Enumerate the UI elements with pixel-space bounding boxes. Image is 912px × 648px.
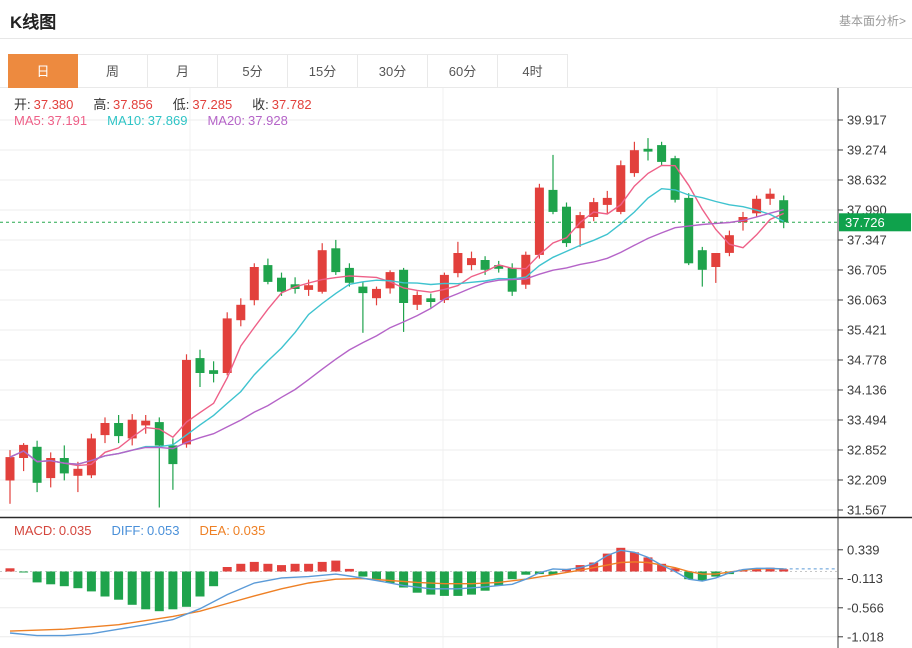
legend-dea-label: DEA: xyxy=(199,523,230,538)
legend-item-open: 开: 37.380 xyxy=(14,97,73,112)
price-axis: 39.91739.27438.63237.99037.34736.70536.0… xyxy=(837,88,887,648)
legend-open-label: 开: xyxy=(14,97,31,112)
svg-text:34.136: 34.136 xyxy=(847,383,887,398)
legend-diff-value: 0.053 xyxy=(146,523,180,538)
ma-legend: MA5: 37.191 MA10: 37.869 MA20: 37.928 xyxy=(14,113,308,128)
legend-item-high: 高: 37.856 xyxy=(93,97,152,112)
legend-item-macd: MACD: 0.035 xyxy=(14,523,91,538)
svg-text:31.567: 31.567 xyxy=(847,503,887,518)
tab-interval-4[interactable]: 15分 xyxy=(288,54,358,88)
legend-ma20-label: MA20: xyxy=(207,113,246,128)
header-divider xyxy=(0,38,912,39)
svg-text:35.421: 35.421 xyxy=(847,323,887,338)
tab-interval-7[interactable]: 4时 xyxy=(498,54,568,88)
legend-macd-label: MACD: xyxy=(14,523,56,538)
legend-ma20-value: 37.928 xyxy=(248,113,288,128)
diff-line xyxy=(9,549,784,637)
legend-high-value: 37.856 xyxy=(113,97,153,112)
macd-histogram xyxy=(5,547,789,612)
ma5-line xyxy=(9,164,784,467)
tab-interval-0[interactable]: 日 xyxy=(8,54,78,88)
svg-text:37.347: 37.347 xyxy=(847,233,887,248)
svg-text:37.726: 37.726 xyxy=(845,215,885,230)
svg-text:33.494: 33.494 xyxy=(847,413,887,428)
legend-item-ma10: MA10: 37.869 xyxy=(107,113,187,128)
dea-line xyxy=(9,561,784,632)
legend-diff-label: DIFF: xyxy=(111,523,144,538)
fundamental-analysis-link[interactable]: 基本面分析> xyxy=(838,14,906,28)
legend-item-dea: DEA: 0.035 xyxy=(199,523,265,538)
legend-ma5-value: 37.191 xyxy=(47,113,88,128)
legend-item-diff: DIFF: 0.053 xyxy=(111,523,179,538)
legend-ma10-value: 37.869 xyxy=(147,113,188,128)
svg-text:36.705: 36.705 xyxy=(847,263,887,278)
ohlc-legend: 开: 37.380 高: 37.856 低: 37.285 收: 37.782 xyxy=(14,94,332,113)
svg-text:39.917: 39.917 xyxy=(847,113,887,128)
svg-text:38.632: 38.632 xyxy=(847,173,887,188)
gridlines xyxy=(0,88,838,648)
svg-text:-0.113: -0.113 xyxy=(847,571,883,586)
current-price-badge: 37.726 xyxy=(839,213,911,232)
legend-high-label: 高: xyxy=(93,97,111,112)
svg-text:39.274: 39.274 xyxy=(847,143,887,158)
legend-open-value: 37.380 xyxy=(33,97,74,112)
kline-chart[interactable]: 39.91739.27438.63237.99037.34736.70536.0… xyxy=(0,88,912,648)
tab-interval-5[interactable]: 30分 xyxy=(358,54,428,88)
macd-legend: MACD: 0.035 DIFF: 0.053 DEA: 0.035 xyxy=(14,523,285,538)
chart-area: 39.917 39.274 38.632 37.990 37.347 36.705 36.0… xyxy=(0,88,912,648)
legend-item-low: 低: 37.285 xyxy=(173,97,232,112)
svg-text:36.063: 36.063 xyxy=(847,293,887,308)
tab-interval-3[interactable]: 5分 xyxy=(218,54,288,88)
legend-ma10-label: MA10: xyxy=(107,113,145,128)
legend-ma5-label: MA5: xyxy=(14,113,45,128)
interval-tabbar: 日周月 5分 15分 30分 60分 4时 xyxy=(8,54,568,88)
legend-close-value: 37.782 xyxy=(271,97,312,112)
legend-macd-value: 0.035 xyxy=(58,523,92,538)
legend-low-label: 低: xyxy=(172,97,190,112)
svg-text:32.852: 32.852 xyxy=(847,443,887,458)
page-title: K线图 xyxy=(10,13,57,32)
svg-text:32.209: 32.209 xyxy=(847,473,887,488)
legend-item-close: 收: 37.782 xyxy=(252,97,311,112)
legend-close-label: 收: xyxy=(252,97,269,112)
legend-dea-value: 0.035 xyxy=(232,523,266,538)
tab-interval-1[interactable]: 周 xyxy=(78,54,148,88)
svg-text:-1.018: -1.018 xyxy=(847,629,884,644)
legend-item-ma5: MA5: 37.191 xyxy=(14,113,87,128)
tab-interval-2[interactable]: 月 xyxy=(148,54,218,88)
svg-text:0.339: 0.339 xyxy=(847,542,880,557)
legend-low-value: 37.285 xyxy=(192,97,233,112)
ma20-line xyxy=(9,209,784,465)
svg-text:-0.566: -0.566 xyxy=(847,600,884,615)
tab-interval-6[interactable]: 60分 xyxy=(428,54,498,88)
svg-text:34.778: 34.778 xyxy=(847,353,887,368)
legend-item-ma20: MA20: 37.928 xyxy=(207,113,287,128)
